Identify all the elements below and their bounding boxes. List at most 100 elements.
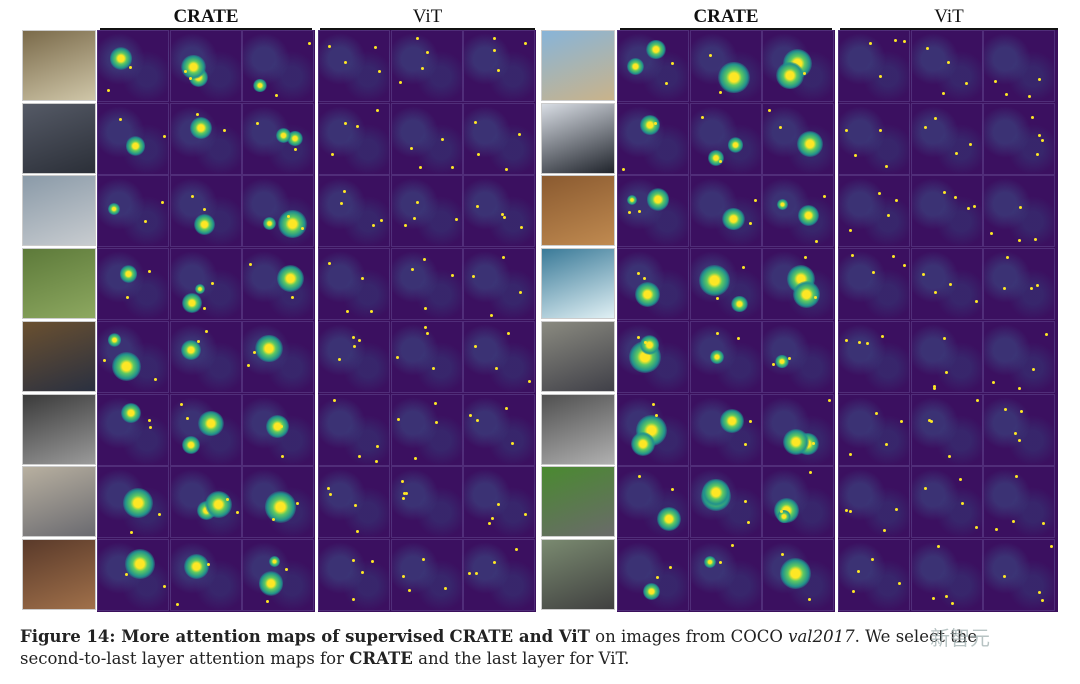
left-vit-attention-map xyxy=(318,393,390,466)
attention-spark xyxy=(412,216,416,220)
attention-spark xyxy=(886,213,890,217)
attention-spark xyxy=(932,385,936,389)
watermark-logo: 新智元 xyxy=(930,626,990,650)
left-vit-attention-map xyxy=(463,248,536,321)
attention-spark xyxy=(420,66,424,70)
left-vit-attention-map xyxy=(463,320,536,393)
left-image-thumbnail xyxy=(22,320,96,392)
attention-spark xyxy=(510,442,514,446)
attention-hotspot xyxy=(728,137,744,153)
attention-spark xyxy=(423,306,427,310)
right-vit-attention-panel xyxy=(838,30,1058,612)
attention-spark xyxy=(749,221,753,225)
attention-spark xyxy=(637,336,641,340)
attention-spark xyxy=(929,420,933,424)
left-crate-attention-map xyxy=(97,102,169,175)
left-vit-attention-panel xyxy=(318,30,536,612)
attention-hotspot xyxy=(181,293,202,313)
attention-spark xyxy=(1020,410,1024,414)
left-crate-header: CRATE xyxy=(100,6,312,30)
attention-spark xyxy=(524,41,528,45)
attention-spark xyxy=(804,255,808,259)
attention-spark xyxy=(897,581,901,585)
attention-spark xyxy=(119,118,123,122)
right-vit-attention-map xyxy=(910,538,983,611)
caption-line2-a: second-to-last layer attention maps for xyxy=(20,649,350,668)
right-crate-attention-map xyxy=(689,393,762,466)
attention-spark xyxy=(432,366,436,370)
attention-spark xyxy=(450,274,454,278)
attention-spark xyxy=(255,121,259,125)
right-vit-header-rule xyxy=(840,28,1058,30)
attention-spark xyxy=(895,198,899,202)
attention-hotspot xyxy=(646,188,669,211)
right-vit-attention-map xyxy=(910,466,983,539)
attention-spark xyxy=(1027,94,1031,98)
attention-spark xyxy=(899,420,903,424)
attention-hotspot xyxy=(797,204,819,226)
attention-spark xyxy=(380,218,384,222)
attention-hotspot xyxy=(195,283,206,295)
attention-spark xyxy=(124,572,128,576)
attention-hotspot xyxy=(276,264,305,293)
right-crate-header-rule xyxy=(620,28,832,30)
attention-spark xyxy=(469,413,473,417)
caption-rest-2: . We select the xyxy=(854,627,978,646)
attention-spark xyxy=(375,445,379,449)
left-crate-attention-map xyxy=(169,393,242,466)
attention-hotspot xyxy=(277,209,307,239)
attention-spark xyxy=(493,48,497,52)
left-crate-attention-map xyxy=(242,538,315,611)
attention-spark xyxy=(326,487,330,491)
caption-vit: ViT xyxy=(558,627,590,646)
attention-spark xyxy=(927,419,931,423)
left-vit-attention-map xyxy=(318,102,390,175)
attention-spark xyxy=(519,226,523,230)
attention-spark xyxy=(274,94,278,98)
attention-spark xyxy=(204,329,208,333)
attention-spark xyxy=(992,380,996,384)
caption-crate-2: CRATE xyxy=(349,649,413,668)
attention-spark xyxy=(202,307,206,311)
left-vit-attention-map xyxy=(318,30,390,102)
attention-spark xyxy=(872,271,876,275)
right-vit-attention-map xyxy=(983,248,1056,321)
attention-spark xyxy=(103,359,107,363)
attention-spark xyxy=(252,350,256,354)
attention-spark xyxy=(471,274,475,278)
attention-spark xyxy=(958,478,962,482)
attention-spark xyxy=(328,261,332,265)
attention-spark xyxy=(414,457,418,461)
attention-hotspot xyxy=(181,54,206,80)
attention-hotspot xyxy=(198,410,224,437)
attention-spark xyxy=(287,214,291,218)
attention-spark xyxy=(505,407,509,411)
attention-spark xyxy=(207,563,211,567)
attention-spark xyxy=(969,142,973,146)
caption-dataset: val2017 xyxy=(788,627,855,646)
right-vit-attention-map xyxy=(983,102,1056,175)
right-crate-attention-map xyxy=(617,320,689,393)
left-vit-header: ViT xyxy=(320,6,535,30)
attention-spark xyxy=(1003,407,1007,411)
left-vit-attention-map xyxy=(390,466,463,539)
attention-hotspot xyxy=(107,333,122,347)
left-crate-attention-map xyxy=(97,393,169,466)
attention-spark xyxy=(403,224,407,228)
attention-spark xyxy=(402,574,406,578)
right-image-thumbnail xyxy=(541,175,615,247)
attention-hotspot xyxy=(255,334,283,362)
attention-spark xyxy=(226,498,230,502)
attention-spark xyxy=(937,545,941,549)
attention-spark xyxy=(163,135,167,139)
attention-spark xyxy=(748,420,752,424)
left-crate-attention-map xyxy=(242,320,315,393)
attention-spark xyxy=(425,50,429,54)
attention-spark xyxy=(450,166,454,170)
attention-spark xyxy=(266,600,270,604)
attention-hotspot xyxy=(731,295,748,313)
attention-spark xyxy=(857,341,861,345)
left-image-thumbnail xyxy=(22,248,96,320)
attention-spark xyxy=(344,122,348,126)
attention-spark xyxy=(202,207,206,211)
